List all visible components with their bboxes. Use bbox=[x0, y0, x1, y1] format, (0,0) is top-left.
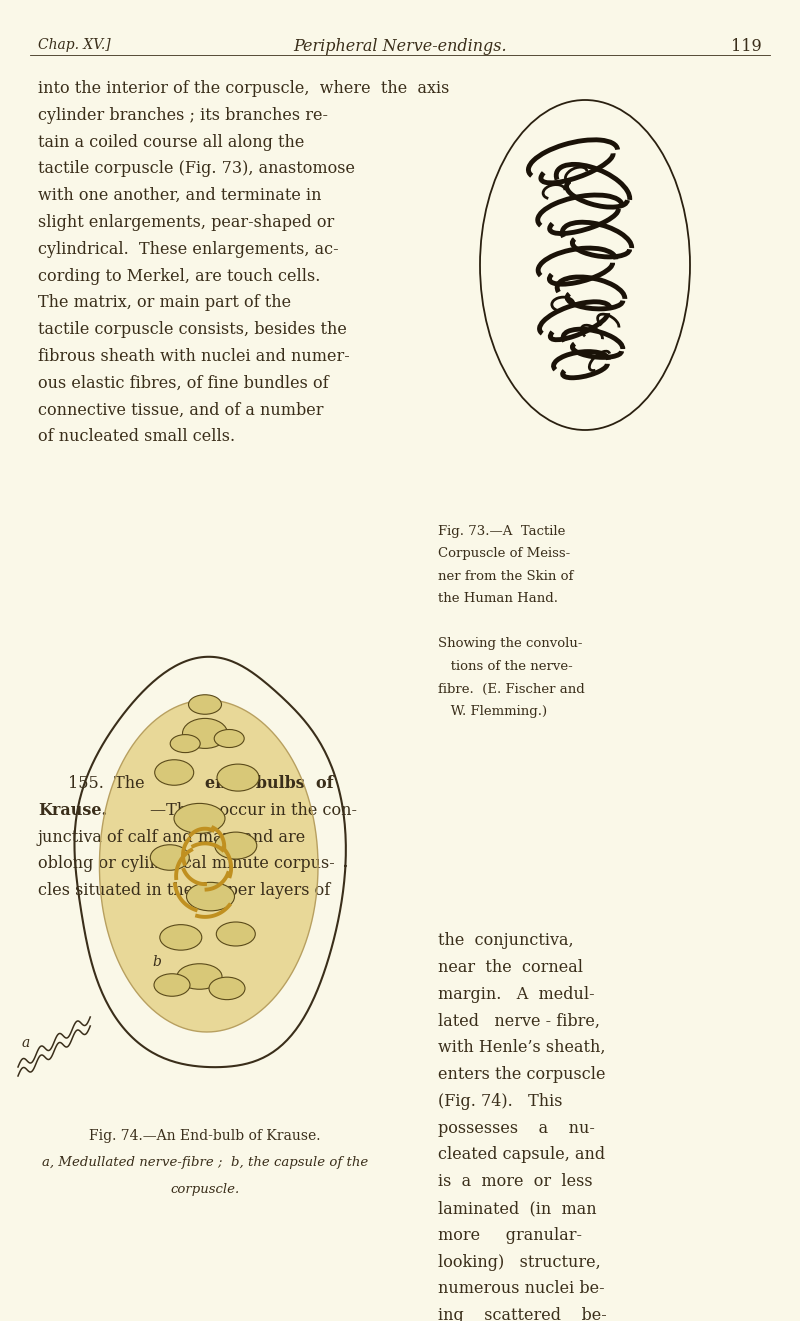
Text: fibre.  (E. Fischer and: fibre. (E. Fischer and bbox=[438, 683, 585, 695]
Text: Chap. XV.]: Chap. XV.] bbox=[38, 38, 110, 52]
Text: of nucleated small cells.: of nucleated small cells. bbox=[38, 428, 235, 445]
Text: cording to Merkel, are touch cells.: cording to Merkel, are touch cells. bbox=[38, 268, 320, 284]
Text: Peripheral Nerve-endings.: Peripheral Nerve-endings. bbox=[293, 38, 507, 55]
Text: near  the  corneal: near the corneal bbox=[438, 959, 583, 976]
Ellipse shape bbox=[214, 832, 257, 859]
Text: b: b bbox=[152, 955, 161, 970]
Ellipse shape bbox=[216, 922, 255, 946]
Ellipse shape bbox=[177, 964, 222, 989]
Text: margin.   A  medul-: margin. A medul- bbox=[438, 985, 594, 1003]
Text: Fig. 73.—A  Tactile: Fig. 73.—A Tactile bbox=[438, 524, 566, 538]
Ellipse shape bbox=[186, 882, 234, 911]
Text: Fig. 74.—An End-bulb of Krause.: Fig. 74.—An End-bulb of Krause. bbox=[90, 1129, 321, 1143]
Ellipse shape bbox=[150, 844, 190, 871]
Text: looking)   structure,: looking) structure, bbox=[438, 1254, 601, 1271]
Text: connective tissue, and of a number: connective tissue, and of a number bbox=[38, 402, 323, 419]
Text: enters the corpuscle: enters the corpuscle bbox=[438, 1066, 606, 1083]
Text: cylinder branches ; its branches re-: cylinder branches ; its branches re- bbox=[38, 107, 328, 124]
Text: end - bulbs  of: end - bulbs of bbox=[205, 775, 334, 793]
Text: with one another, and terminate in: with one another, and terminate in bbox=[38, 188, 322, 205]
Text: numerous nuclei be-: numerous nuclei be- bbox=[438, 1280, 605, 1297]
Ellipse shape bbox=[217, 764, 259, 791]
Text: W. Flemming.): W. Flemming.) bbox=[438, 705, 547, 719]
Text: slight enlargements, pear-shaped or: slight enlargements, pear-shaped or bbox=[38, 214, 334, 231]
Text: laminated  (in  man: laminated (in man bbox=[438, 1199, 597, 1217]
Text: a: a bbox=[22, 1036, 30, 1050]
Text: the  conjunctiva,: the conjunctiva, bbox=[438, 933, 574, 948]
Text: tions of the nerve-: tions of the nerve- bbox=[438, 660, 573, 672]
Text: Showing the convolu-: Showing the convolu- bbox=[438, 638, 582, 650]
Text: with Henle’s sheath,: with Henle’s sheath, bbox=[438, 1040, 606, 1057]
Text: is  a  more  or  less: is a more or less bbox=[438, 1173, 593, 1190]
Text: cylindrical.  These enlargements, ac-: cylindrical. These enlargements, ac- bbox=[38, 240, 338, 258]
Text: The matrix, or main part of the: The matrix, or main part of the bbox=[38, 295, 291, 312]
Text: tain a coiled course all along the: tain a coiled course all along the bbox=[38, 133, 304, 151]
Ellipse shape bbox=[174, 803, 225, 834]
Text: —These occur in the con-: —These occur in the con- bbox=[150, 802, 357, 819]
Text: more     granular-: more granular- bbox=[438, 1227, 582, 1244]
Text: cleated capsule, and: cleated capsule, and bbox=[438, 1147, 605, 1164]
Text: ing    scattered    be-: ing scattered be- bbox=[438, 1308, 606, 1321]
Text: ner from the Skin of: ner from the Skin of bbox=[438, 569, 574, 583]
Text: lated   nerve - fibre,: lated nerve - fibre, bbox=[438, 1012, 600, 1029]
Text: cles situated in the deeper layers of: cles situated in the deeper layers of bbox=[38, 882, 330, 900]
Text: 119: 119 bbox=[731, 38, 762, 55]
Text: a, Medullated nerve-fibre ;  b, the capsule of the: a, Medullated nerve-fibre ; b, the capsu… bbox=[42, 1156, 368, 1169]
Text: tactile corpuscle consists, besides the: tactile corpuscle consists, besides the bbox=[38, 321, 347, 338]
Text: 155.  The: 155. The bbox=[68, 775, 150, 793]
Ellipse shape bbox=[189, 695, 222, 715]
Text: possesses    a    nu-: possesses a nu- bbox=[438, 1120, 595, 1136]
Text: the Human Hand.: the Human Hand. bbox=[438, 593, 558, 605]
Ellipse shape bbox=[209, 978, 245, 1000]
Ellipse shape bbox=[182, 719, 227, 749]
Ellipse shape bbox=[154, 974, 190, 996]
Text: (Fig. 74).   This: (Fig. 74). This bbox=[438, 1092, 562, 1110]
Ellipse shape bbox=[214, 729, 244, 748]
Ellipse shape bbox=[160, 925, 202, 950]
Text: corpuscle.: corpuscle. bbox=[170, 1184, 240, 1196]
Text: tactile corpuscle (Fig. 73), anastomose: tactile corpuscle (Fig. 73), anastomose bbox=[38, 160, 355, 177]
Ellipse shape bbox=[170, 734, 200, 753]
Text: fibrous sheath with nuclei and numer-: fibrous sheath with nuclei and numer- bbox=[38, 347, 350, 365]
Text: Corpuscle of Meiss-: Corpuscle of Meiss- bbox=[438, 547, 570, 560]
Text: ous elastic fibres, of fine bundles of: ous elastic fibres, of fine bundles of bbox=[38, 375, 329, 392]
Ellipse shape bbox=[154, 760, 194, 785]
Text: junctiva of calf and man, and are: junctiva of calf and man, and are bbox=[38, 828, 306, 845]
Text: oblong or cylindrical minute corpus-: oblong or cylindrical minute corpus- bbox=[38, 856, 334, 872]
Text: Krause.: Krause. bbox=[38, 802, 107, 819]
Text: into the interior of the corpuscle,  where  the  axis: into the interior of the corpuscle, wher… bbox=[38, 81, 450, 96]
Polygon shape bbox=[99, 700, 318, 1032]
